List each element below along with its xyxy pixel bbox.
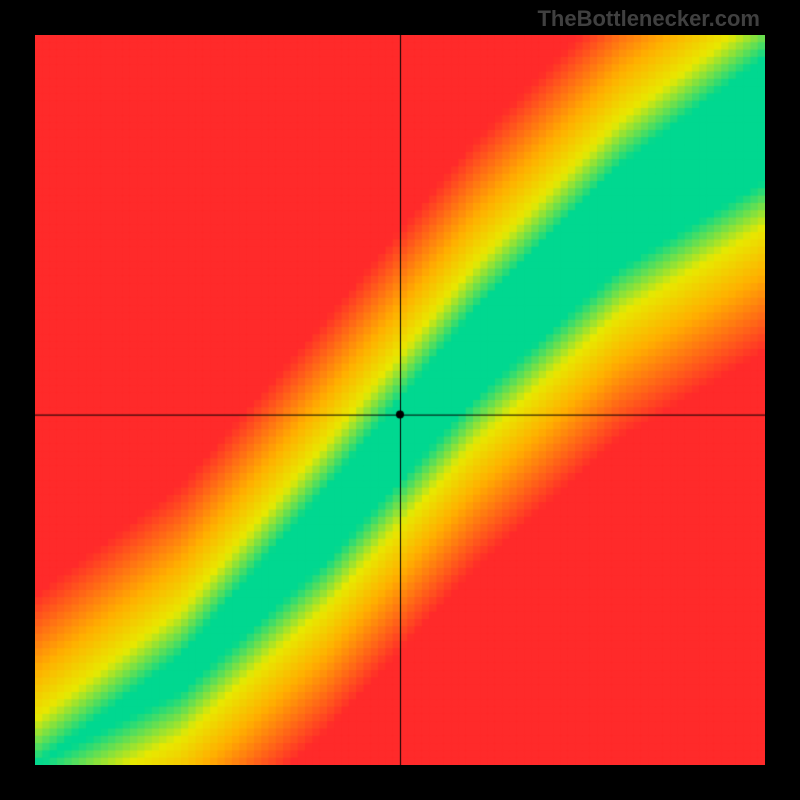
watermark-text: TheBottlenecker.com xyxy=(537,6,760,32)
bottleneck-heatmap xyxy=(35,35,765,765)
chart-container: { "outer": { "width": 800, "height": 800… xyxy=(0,0,800,800)
